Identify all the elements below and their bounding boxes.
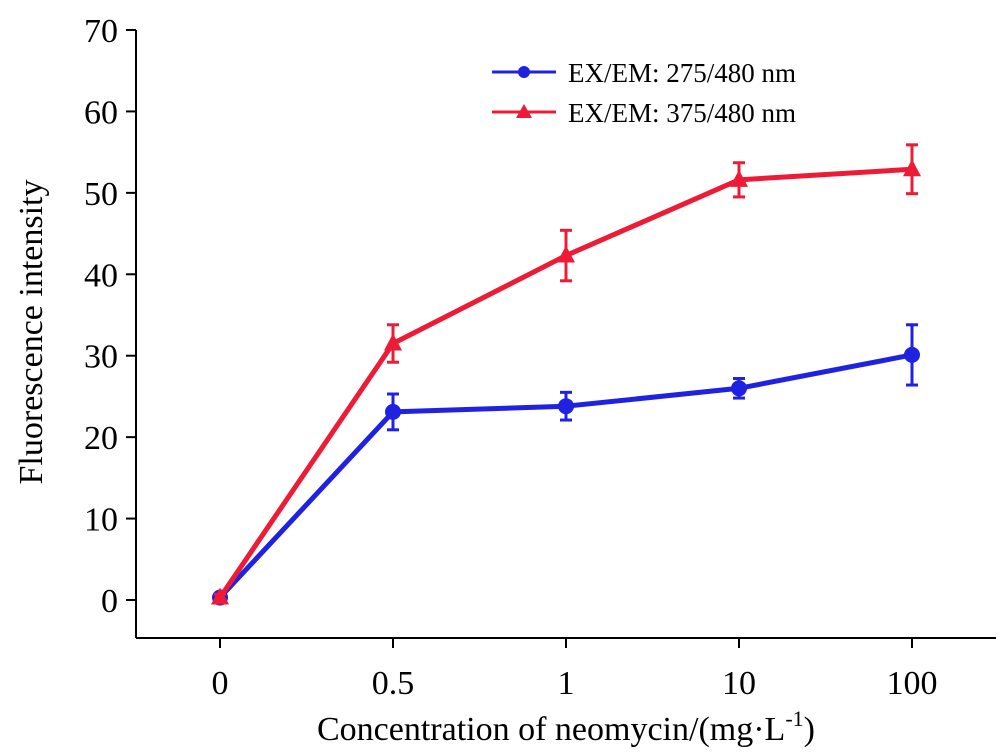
- y-tick-label: 50: [84, 176, 118, 213]
- y-tick-label: 70: [84, 13, 118, 50]
- legend-marker: [518, 66, 530, 78]
- series-1: [212, 323, 920, 606]
- data-point: [211, 587, 229, 605]
- x-tick-label: 100: [887, 665, 938, 702]
- legend-label: EX/EM: 275/480 nm: [568, 58, 796, 88]
- x-tick-label: 0: [212, 665, 229, 702]
- x-axis-title: Concentration of neomycin/(mg·L-1): [317, 706, 815, 748]
- data-point: [558, 398, 574, 415]
- y-tick-label: 40: [84, 257, 118, 294]
- legend-item: EX/EM: 375/480 nm: [492, 98, 796, 128]
- series-layer: [211, 143, 921, 606]
- x-axis-title-main: Concentration of neomycin/(mg·L: [317, 711, 785, 748]
- x-axis-title-superscript: -1: [785, 706, 803, 731]
- y-tick-label: 10: [84, 502, 118, 539]
- y-tick-label: 20: [84, 420, 118, 457]
- legend-item: EX/EM: 275/480 nm: [492, 58, 796, 88]
- data-point: [730, 169, 748, 187]
- y-axis-title: Fluorescence intensity: [13, 180, 50, 485]
- data-point: [903, 159, 921, 177]
- y-tick-label: 30: [84, 339, 118, 376]
- data-point: [731, 380, 747, 397]
- x-tick-label: 0.5: [372, 665, 415, 702]
- legend-label: EX/EM: 375/480 nm: [568, 98, 796, 128]
- data-point: [384, 333, 402, 351]
- x-tick-label: 10: [722, 665, 756, 702]
- legend: EX/EM: 275/480 nm EX/EM: 375/480 nm: [492, 58, 796, 128]
- x-axis-title-suffix: ): [804, 711, 815, 748]
- y-ticks: 0 10 20 30 40 50 60 70: [84, 13, 136, 620]
- series-2: [211, 143, 921, 605]
- legend-marker: [516, 104, 532, 118]
- data-point: [385, 403, 401, 420]
- y-tick-label: 0: [101, 583, 118, 620]
- x-ticks: 0 0.5 1 10 100: [212, 638, 938, 702]
- data-point: [904, 346, 920, 363]
- y-tick-label: 60: [84, 94, 118, 131]
- x-tick-label: 1: [558, 665, 575, 702]
- data-point: [557, 245, 575, 263]
